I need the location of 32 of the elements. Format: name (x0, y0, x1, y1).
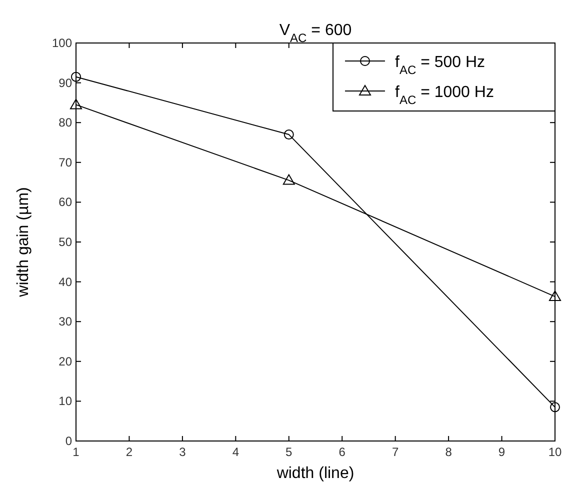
x-tick-label: 5 (286, 445, 293, 459)
x-tick-label: 2 (126, 445, 133, 459)
x-tick-label: 3 (179, 445, 186, 459)
y-tick-label: 50 (58, 235, 72, 249)
y-tick-label: 60 (58, 195, 72, 210)
point (282, 174, 295, 185)
x-tick-label: 9 (498, 445, 506, 459)
point (549, 290, 561, 302)
x-tick-label: 6 (338, 445, 346, 459)
point (284, 130, 294, 140)
y-tick-label: 80 (58, 116, 72, 130)
point (70, 98, 82, 110)
x-axis-title: width (line) (276, 465, 354, 482)
y-tick-label: 0 (65, 434, 72, 448)
y-tick-label: 30 (58, 314, 72, 329)
x-tick-label: 1 (72, 445, 80, 459)
x-tick-label: 8 (445, 445, 452, 459)
point (550, 402, 560, 412)
y-tick-label: 10 (58, 394, 72, 408)
y-tick-label: 20 (58, 354, 72, 368)
chart-title: V$_{AC}$ = 600 (279, 22, 352, 45)
y-tick-label: 40 (58, 274, 72, 289)
y-tick-label: 90 (58, 76, 72, 90)
x-tick-label: 10 (548, 445, 562, 459)
y-tick-label: 100 (52, 36, 72, 50)
y-tick-label: 70 (58, 155, 72, 170)
point (71, 72, 81, 82)
x-tick-label: 4 (232, 445, 240, 459)
legend-label: f$_{AC}$ = 500 Hz (395, 54, 486, 77)
y-axis-title: width gain (µm) (15, 187, 32, 298)
legend-label: f$_{AC}$ = 1000 Hz (395, 84, 494, 107)
x-tick-label: 7 (392, 445, 399, 459)
